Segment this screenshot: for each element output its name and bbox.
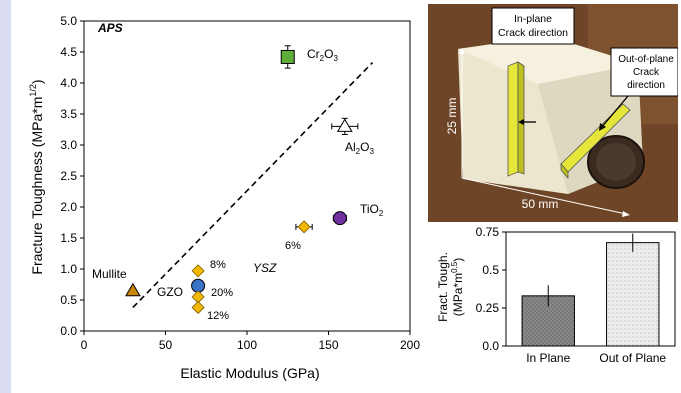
label-tio2-sub: 2 <box>379 209 384 218</box>
label-ysz-20: 20% <box>211 287 233 299</box>
label-cr2o3: Cr2O3 <box>307 47 338 63</box>
y-tick-label: 3.5 <box>60 107 77 121</box>
out-of-plane-label-line1: Out-of-plane <box>618 54 674 65</box>
scatter-points <box>125 45 359 315</box>
label-cr2o3-sub2: 3 <box>333 54 338 63</box>
label-cr2o3-sub1: 2 <box>320 54 325 63</box>
label-ysz: YSZ <box>253 261 277 275</box>
out-of-plane-bar-end <box>560 162 569 180</box>
label-al2o3: Al2O3 <box>345 140 374 156</box>
point-ysz-6- <box>297 220 311 234</box>
y-tick-label: 3.0 <box>60 138 77 152</box>
label-al2o3-a: Al <box>345 140 356 154</box>
point-ysz-12- <box>191 300 205 315</box>
in-plane-bar <box>507 61 519 177</box>
left-margin-strip <box>0 0 11 393</box>
label-al2o3-sub1: 2 <box>356 147 361 156</box>
y-tick-label: 4.0 <box>60 76 77 90</box>
height-dimension-label: 25 mm <box>445 98 459 135</box>
point-mullite <box>125 282 141 297</box>
in-plane-bar-side <box>517 61 525 175</box>
in-plane-label-line1: In-plane <box>514 13 552 25</box>
label-ysz-6: 6% <box>285 240 301 252</box>
scatter-trend-line <box>132 61 374 308</box>
point-al2o3 <box>336 118 353 132</box>
point-ysz-8- <box>191 264 205 278</box>
specimen-block-top <box>458 36 638 84</box>
out-of-plane-arrowhead <box>599 123 606 131</box>
width-dimension-arrow <box>622 211 630 217</box>
trend-dashed-line <box>132 61 374 308</box>
y-tick-label: 0.5 <box>60 293 77 307</box>
width-dimension-line <box>461 177 627 215</box>
y-tick-label: 1.5 <box>60 231 77 245</box>
specimen-photo: In-plane Crack direction Out-of-plane Cr… <box>428 4 678 222</box>
in-plane-label-line2: Crack direction <box>498 27 568 39</box>
chart-title: APS <box>97 21 123 35</box>
x-axis-label: Elastic Modulus (GPa) <box>180 365 319 381</box>
x-tick-label: 150 <box>318 338 338 352</box>
label-cr2o3-b: O <box>324 47 333 61</box>
label-cr2o3-a: Cr <box>307 47 320 61</box>
point-cr2o3 <box>280 49 295 64</box>
label-mullite: Mullite <box>92 267 127 281</box>
label-al2o3-b: O <box>360 140 369 154</box>
label-tio2: TiO2 <box>360 202 384 218</box>
height-dimension-arrow <box>459 48 465 54</box>
out-of-plane-label-line3: direction <box>627 80 665 91</box>
y-tick-label: 0.0 <box>60 324 77 338</box>
in-plane-label-box <box>491 7 575 45</box>
label-ysz-12: 12% <box>207 310 229 322</box>
out-of-plane-label-line2: Crack <box>633 67 660 78</box>
y-tick-label: 2.0 <box>60 200 77 214</box>
y-tick-label: 1.0 <box>60 262 77 276</box>
point-tio2 <box>332 211 347 226</box>
y-axis-label: Fracture Toughness (MPa*m1/2) <box>28 79 45 274</box>
label-al2o3-sub2: 3 <box>369 147 374 156</box>
y-axis-label-end: ) <box>29 79 45 84</box>
out-of-plane-arrow <box>600 95 629 129</box>
coin-face <box>596 143 636 181</box>
label-tio2-a: TiO <box>360 202 379 216</box>
scatter-ticks: 0 50 100 150 200 0.0 0.5 1.0 1.5 2.0 2.5 3.0 3.5 4.0 4… <box>60 14 420 352</box>
y-tick-label: 4.5 <box>60 45 77 59</box>
point-gzo <box>191 278 206 293</box>
x-tick-label: 200 <box>400 338 420 352</box>
label-gzo: GZO <box>157 285 183 299</box>
label-ysz-8: 8% <box>210 259 226 271</box>
x-tick-label: 0 <box>81 338 88 352</box>
y-axis-label-sup: 1/2 <box>28 84 38 97</box>
y-axis-label-main: Fracture Toughness (MPa*m <box>29 97 45 275</box>
y-tick-label: 2.5 <box>60 169 77 183</box>
in-plane-arrowhead <box>518 119 524 125</box>
x-tick-label: 50 <box>159 338 173 352</box>
out-of-plane-label-box <box>610 47 678 97</box>
width-dimension-label: 50 mm <box>522 197 559 211</box>
y-tick-label: 5.0 <box>60 14 77 28</box>
x-tick-label: 100 <box>237 338 257 352</box>
